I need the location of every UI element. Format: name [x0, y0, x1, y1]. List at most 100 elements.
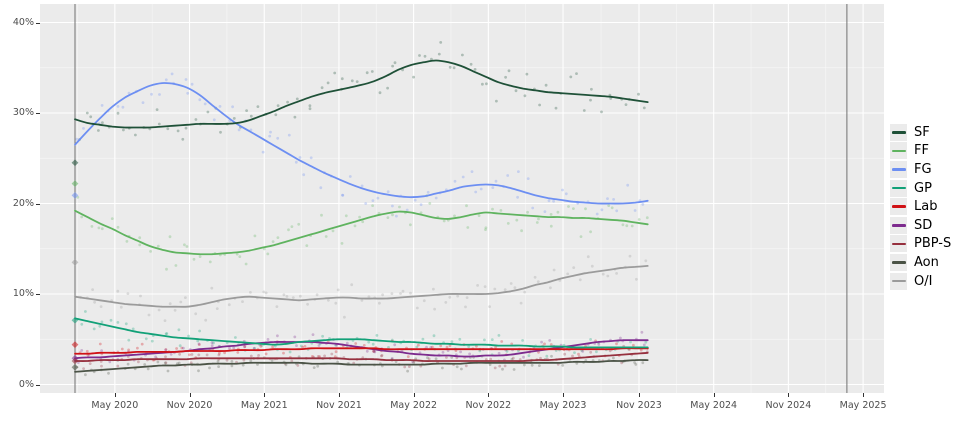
poll-point-FG	[391, 204, 394, 208]
poll-point-SF	[590, 87, 593, 91]
x-axis-label: Nov 2020	[166, 400, 213, 411]
poll-point-GP	[490, 338, 494, 341]
poll-point-PBP-S	[511, 356, 515, 360]
poll-point-GP	[367, 340, 371, 344]
poll-point-GP	[478, 349, 482, 353]
poll-point-SF	[495, 99, 498, 103]
legend-key-SF	[890, 123, 907, 141]
poll-point-SF	[326, 81, 330, 85]
poll-point-SF	[523, 94, 527, 98]
poll-point-O/I	[509, 282, 513, 285]
poll-point-SF	[418, 54, 421, 57]
poll-point-GP	[253, 346, 256, 350]
poll-point-O/I	[578, 278, 582, 282]
poll-point-Lab	[188, 353, 191, 357]
poll-point-FF	[138, 236, 142, 240]
poll-point-FF	[244, 262, 248, 266]
poll-point-FF	[290, 225, 294, 229]
poll-point-GP	[545, 354, 549, 358]
poll-point-Lab	[510, 342, 514, 346]
poll-point-Lab	[136, 346, 139, 350]
poll-point-Lab	[475, 344, 478, 348]
y-axis-label: 10%	[12, 288, 34, 299]
poll-point-GP	[234, 336, 237, 339]
poll-point-GP	[497, 334, 501, 337]
election-result-marker-FF	[71, 180, 79, 187]
poll-point-Aon	[634, 363, 638, 366]
poll-point-SD	[581, 350, 585, 353]
poll-point-PBP-S	[427, 357, 431, 361]
poll-point-SF	[308, 104, 312, 108]
poll-point-SF	[538, 103, 541, 107]
poll-point-Lab	[264, 352, 268, 356]
legend-label-Lab: Lab	[914, 199, 938, 215]
trend-line-Aon	[74, 359, 649, 373]
poll-point-Aon	[146, 367, 150, 371]
poll-point-Aon	[256, 363, 259, 366]
x-axis-label: May 2021	[240, 400, 288, 411]
legend: SF FF FG GP Lab SD PBP-S Aon O/I	[890, 123, 964, 290]
poll-point-FF	[584, 207, 587, 211]
poll-point-GP	[198, 329, 202, 333]
poll-point-O/I	[275, 305, 279, 308]
trend-line-PBP-S	[74, 351, 649, 362]
poll-point-FG	[218, 105, 222, 108]
poll-point-PBP-S	[82, 367, 85, 370]
poll-point-O/I	[173, 308, 177, 312]
poll-point-SD	[311, 333, 315, 336]
poll-point-SD	[197, 342, 201, 346]
x-axis-tick	[863, 393, 865, 397]
poll-point-O/I	[336, 288, 340, 292]
poll-point-PBP-S	[589, 350, 593, 354]
poll-point-O/I	[448, 295, 452, 299]
poll-point-FF	[125, 240, 129, 243]
poll-point-GP	[212, 341, 215, 345]
trend-line-Lab	[74, 347, 649, 355]
poll-point-FF	[198, 255, 202, 258]
legend-key-FG	[890, 160, 907, 178]
poll-point-FG	[552, 199, 555, 203]
legend-label-FG: FG	[914, 161, 932, 177]
poll-point-Aon	[312, 366, 316, 369]
poll-point-SF	[249, 114, 253, 118]
poll-point-FG	[395, 214, 398, 218]
poll-point-GP	[371, 342, 375, 346]
poll-point-PBP-S	[242, 358, 246, 362]
poll-point-SF	[582, 109, 586, 112]
poll-point-SF	[350, 79, 354, 83]
poll-point-PBP-S	[380, 354, 383, 358]
poll-point-FG	[268, 134, 272, 138]
poll-point-FF	[477, 214, 481, 218]
poll-point-O/I	[315, 293, 319, 297]
poll-point-FG	[595, 212, 599, 216]
poll-point-FF	[287, 228, 290, 232]
poll-point-SF	[569, 75, 573, 79]
poll-point-Aon	[406, 369, 409, 373]
poll-point-SF	[575, 72, 578, 75]
poll-point-SF	[85, 111, 89, 115]
poll-point-Lab	[271, 345, 274, 349]
poll-point-O/I	[378, 301, 381, 305]
poll-point-GP	[131, 327, 135, 331]
poll-point-SF	[245, 109, 249, 112]
poll-point-Aon	[460, 367, 463, 371]
poll-point-O/I	[644, 259, 648, 263]
poll-point-FF	[90, 225, 94, 228]
poll-point-SD	[169, 352, 173, 356]
poll-point-O/I	[184, 296, 187, 299]
poll-point-FG	[203, 102, 207, 106]
poll-point-FG	[413, 198, 417, 202]
poll-point-O/I	[116, 289, 120, 293]
poll-point-SF	[473, 68, 477, 71]
poll-point-SD	[619, 336, 622, 340]
poll-point-PBP-S	[316, 355, 320, 358]
poll-point-FF	[266, 252, 270, 256]
poll-point-FF	[371, 204, 374, 208]
x-axis-tick	[338, 393, 340, 397]
legend-key-FF	[890, 142, 907, 160]
poll-point-GP	[116, 321, 120, 324]
poll-point-Lab	[372, 349, 375, 353]
poll-point-Aon	[316, 364, 320, 368]
poll-point-FF	[572, 207, 575, 211]
poll-point-O/I	[488, 305, 491, 308]
